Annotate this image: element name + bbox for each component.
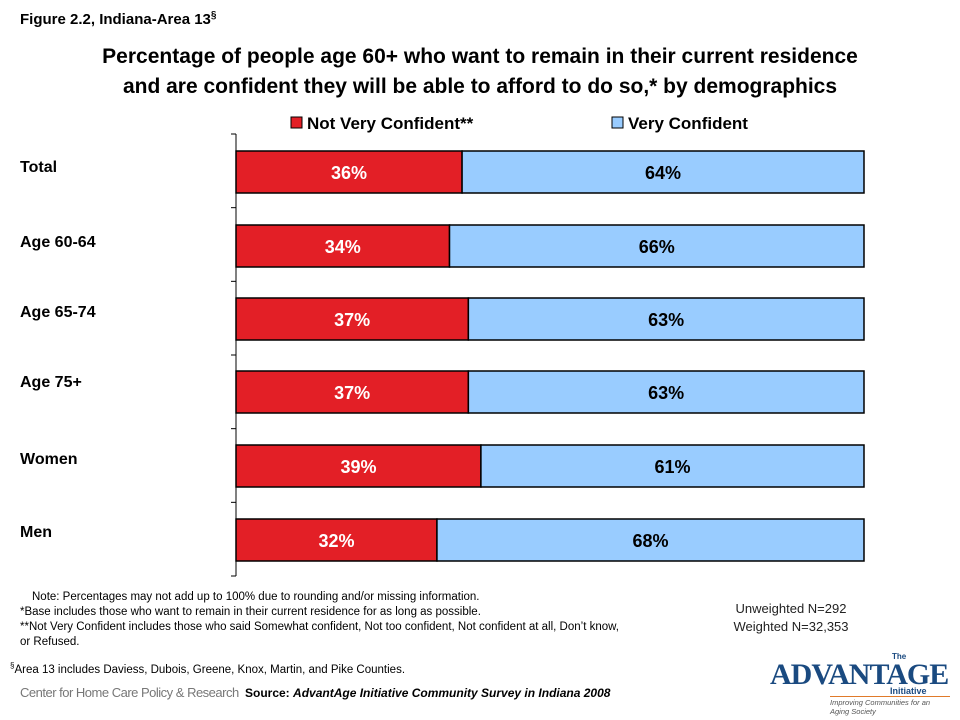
bar-segment <box>235 444 482 488</box>
bar-segment <box>235 370 470 414</box>
source-line: Source: AdvantAge Initiative Community S… <box>245 686 611 700</box>
data-label: 61% <box>654 457 690 477</box>
data-label: 34% <box>325 237 361 257</box>
bar-segment <box>467 370 865 414</box>
note-base: *Base includes those who want to remain … <box>20 606 481 618</box>
figure-label: Figure 2.2, Indiana-Area 13§ <box>20 10 217 28</box>
chart-title: Percentage of people age 60+ who want to… <box>0 42 960 102</box>
center-home-care-logo: Center for Home Care Policy & Research <box>20 685 239 700</box>
bar-segment <box>436 518 865 562</box>
area-note: §Area 13 includes Daviess, Dubois, Green… <box>10 661 406 676</box>
data-label: 63% <box>648 310 684 330</box>
weighted-n: Weighted N=32,353 <box>733 619 849 634</box>
title-line-2: and are confident they will be able to a… <box>122 75 838 98</box>
footnotes: Note: Percentages may not add up to 100%… <box>20 590 720 650</box>
category-label: Age 60-64 <box>20 234 96 251</box>
legend-swatch <box>611 116 624 129</box>
data-label: 32% <box>318 531 354 551</box>
bar-segment <box>461 150 865 194</box>
category-label: Total <box>20 159 57 176</box>
bar-segment <box>480 444 865 488</box>
unweighted-n: Unweighted N=292 <box>735 601 847 616</box>
data-label: 37% <box>334 383 370 403</box>
data-label: 66% <box>639 237 675 257</box>
data-label: 68% <box>632 531 668 551</box>
data-label: 64% <box>645 163 681 183</box>
category-label: Age 65-74 <box>20 304 96 321</box>
category-label: Women <box>20 451 77 468</box>
data-label: 39% <box>340 457 376 477</box>
note-refused: or Refused. <box>20 636 80 648</box>
advantage-initiative-logo: The ADVANTAGE Initiative Improving Commu… <box>770 652 950 716</box>
category-label: Age 75+ <box>20 374 82 391</box>
data-label: 63% <box>648 383 684 403</box>
bar-segment <box>235 150 463 194</box>
category-label: Men <box>20 524 52 541</box>
sample-size: Unweighted N=292 Weighted N=32,353 <box>728 600 854 636</box>
title-line-1: Percentage of people age 60+ who want to… <box>102 45 858 68</box>
legend-swatch <box>290 116 303 129</box>
bar-segment <box>235 224 451 268</box>
bar-segment <box>448 224 865 268</box>
bar-segment <box>235 297 470 341</box>
note-rounding: Note: Percentages may not add up to 100%… <box>32 591 480 603</box>
data-label: 37% <box>334 310 370 330</box>
legend-label: Not Very Confident** <box>307 114 474 133</box>
note-not-very-confident: **Not Very Confident includes those who … <box>20 621 619 633</box>
legend-label: Very Confident <box>628 114 748 133</box>
data-label: 36% <box>331 163 367 183</box>
stacked-bar-chart: Total Age 60-64 Age 65-74 Age 75+ Women Men 36… <box>20 114 865 577</box>
bar-segment <box>467 297 865 341</box>
